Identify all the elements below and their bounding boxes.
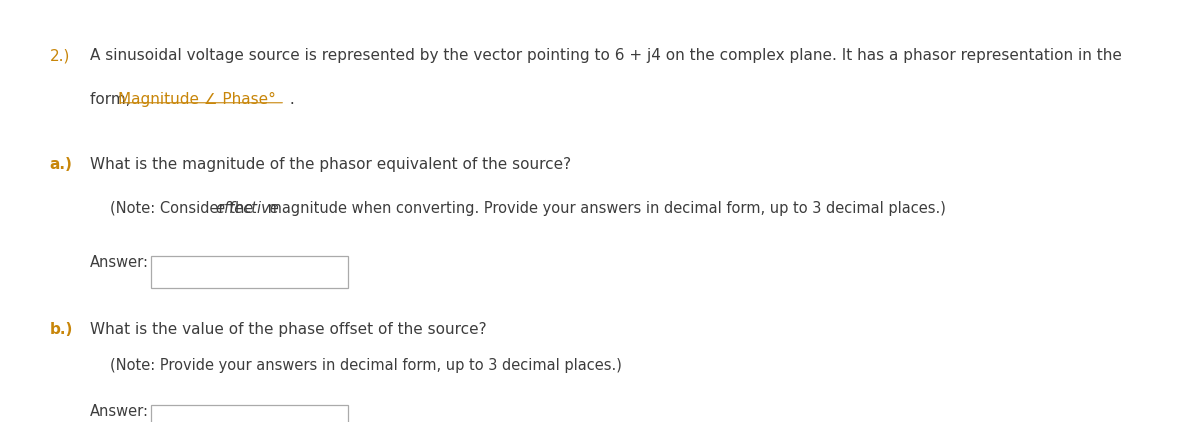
Text: A sinusoidal voltage source is represented by the vector pointing to 6 + j4 on t: A sinusoidal voltage source is represent…	[90, 48, 1122, 63]
Text: What is the magnitude of the phasor equivalent of the source?: What is the magnitude of the phasor equi…	[90, 156, 571, 172]
Text: What is the value of the phase offset of the source?: What is the value of the phase offset of…	[90, 322, 487, 337]
Text: b.): b.)	[49, 322, 73, 337]
FancyBboxPatch shape	[151, 405, 348, 426]
Text: 2.): 2.)	[49, 48, 70, 63]
Text: (Note: Provide your answers in decimal form, up to 3 decimal places.): (Note: Provide your answers in decimal f…	[110, 357, 622, 372]
FancyBboxPatch shape	[151, 257, 348, 288]
Text: magnitude when converting. Provide your answers in decimal form, up to 3 decimal: magnitude when converting. Provide your …	[263, 200, 946, 215]
Text: a.): a.)	[49, 156, 72, 172]
Text: Answer:: Answer:	[90, 403, 149, 418]
Text: Answer:: Answer:	[90, 255, 149, 270]
Text: effective: effective	[216, 200, 280, 215]
Text: (Note: Consider the: (Note: Consider the	[110, 200, 258, 215]
Text: form,: form,	[90, 92, 136, 107]
Text: Magnitude ∠ Phase°: Magnitude ∠ Phase°	[119, 92, 276, 107]
Text: .: .	[286, 92, 295, 107]
